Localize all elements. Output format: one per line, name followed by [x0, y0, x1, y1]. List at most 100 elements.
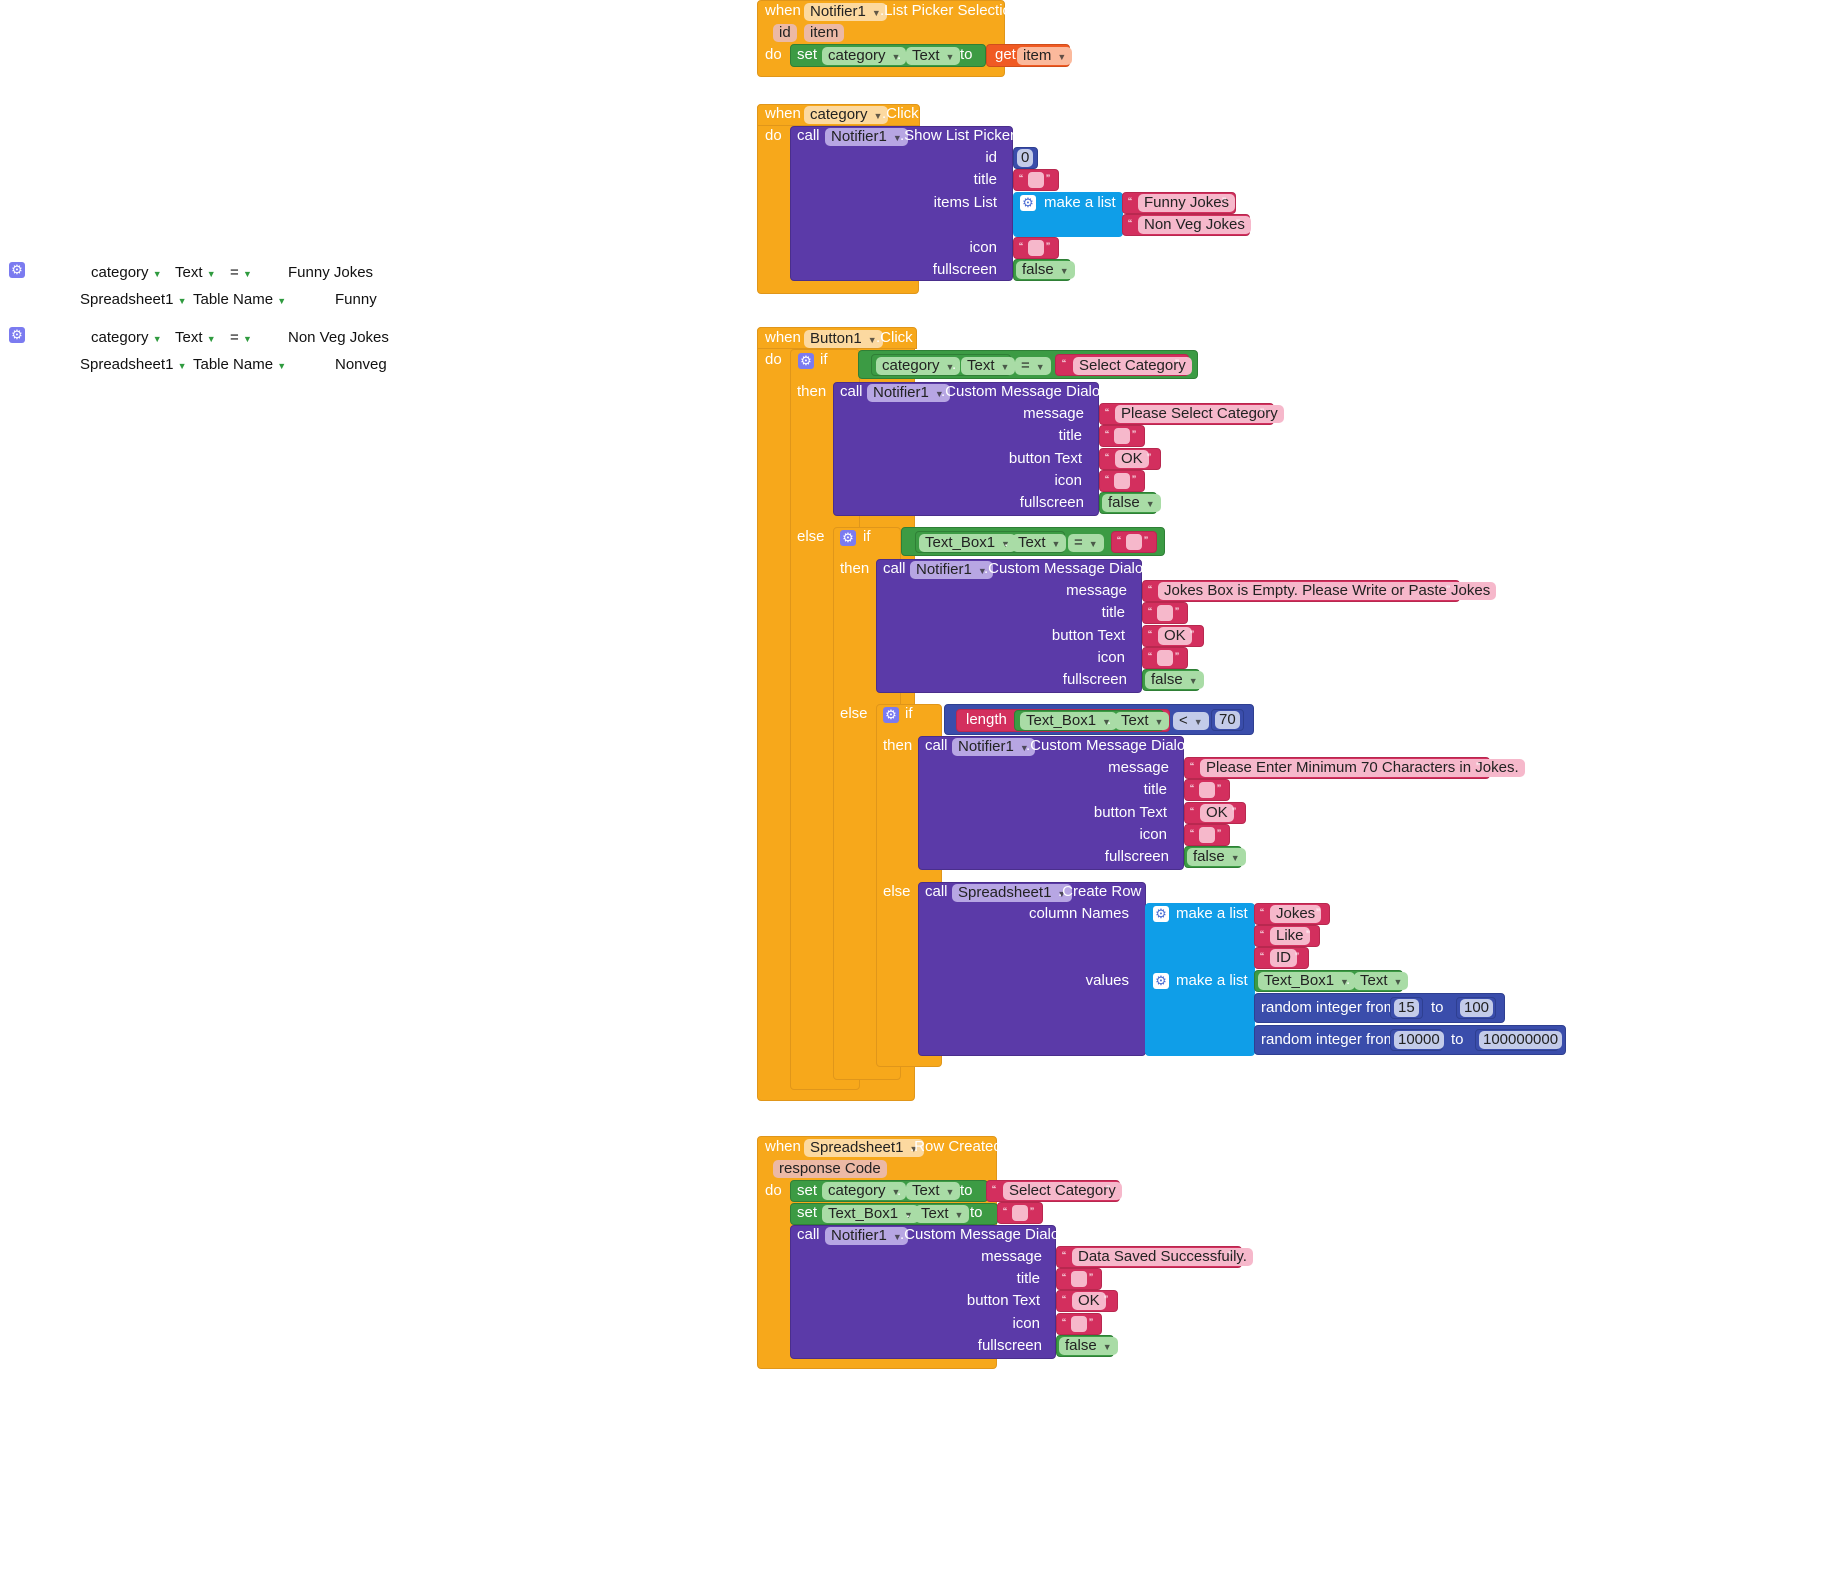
false-label: false	[1108, 494, 1140, 511]
eq-dropdown[interactable]: = ▼	[1068, 534, 1104, 552]
empty-string[interactable]	[1071, 1316, 1087, 1332]
left-eq[interactable]: = ▼	[230, 329, 252, 346]
gear-icon[interactable]: ⚙	[798, 353, 814, 369]
false-dropdown[interactable]: false ▼	[1059, 1337, 1118, 1355]
button-text-value[interactable]: OK	[1115, 450, 1149, 468]
left-table-name[interactable]: Table Name ▼	[193, 356, 287, 373]
quote-open: “	[1148, 605, 1152, 619]
gear-icon[interactable]: ⚙	[9, 262, 25, 278]
empty-string[interactable]	[1028, 172, 1044, 188]
column-2[interactable]: Like	[1270, 927, 1310, 945]
list-item-2[interactable]: Non Veg Jokes	[1138, 216, 1251, 234]
notifier-dropdown[interactable]: Notifier1 ▼	[952, 738, 1035, 756]
column-3[interactable]: ID	[1270, 949, 1297, 967]
do-label: do	[765, 46, 782, 63]
compare-value[interactable]: Select Category	[1073, 357, 1192, 375]
left-spreadsheet[interactable]: Spreadsheet1 ▼	[80, 291, 187, 308]
event-name: .List Picker Selection	[880, 2, 1020, 19]
gear-icon[interactable]: ⚙	[9, 327, 25, 343]
textbox-dropdown[interactable]: Text_Box1 ▼	[1020, 712, 1117, 730]
empty-string[interactable]	[1126, 534, 1142, 550]
notifier-dropdown[interactable]: Notifier1 ▼	[867, 384, 950, 402]
category-dropdown[interactable]: category ▼	[804, 106, 889, 124]
left-category[interactable]: category ▼	[91, 329, 162, 346]
param-response-code[interactable]: response Code	[773, 1160, 887, 1178]
column-1[interactable]: Jokes	[1270, 905, 1322, 923]
button-dropdown[interactable]: Button1 ▼	[804, 330, 883, 348]
gear-icon[interactable]: ⚙	[1153, 973, 1169, 989]
random1-to[interactable]: 100	[1460, 999, 1494, 1017]
text-prop-dropdown[interactable]: Text ▼	[961, 357, 1016, 375]
textbox-dropdown[interactable]: Text_Box1 ▼	[919, 534, 1016, 552]
empty-string[interactable]	[1114, 473, 1130, 489]
random1-from[interactable]: 15	[1394, 999, 1419, 1017]
empty-string[interactable]	[1199, 827, 1215, 843]
category-dropdown[interactable]: category ▼	[822, 47, 907, 65]
min-length-value[interactable]: 70	[1215, 711, 1240, 729]
call-block[interactable]	[918, 736, 1184, 870]
call-block[interactable]	[790, 126, 1013, 281]
empty-string[interactable]	[1012, 1205, 1028, 1221]
text-prop-dropdown[interactable]: Text ▼	[1115, 712, 1170, 730]
text-prop-dropdown[interactable]: Text ▼	[1354, 972, 1409, 990]
var-dropdown[interactable]: item ▼	[1017, 47, 1073, 65]
message-value[interactable]: Please Select Category	[1115, 405, 1284, 423]
textbox-dropdown[interactable]: Text_Box1 ▼	[1258, 972, 1355, 990]
false-dropdown[interactable]: false ▼	[1102, 494, 1161, 512]
quote-open: “	[1190, 827, 1194, 841]
lt-dropdown[interactable]: < ▼	[1173, 712, 1209, 730]
text-prop-dropdown[interactable]: Text ▼	[1012, 534, 1067, 552]
left-eq[interactable]: = ▼	[230, 264, 252, 281]
empty-string[interactable]	[1157, 605, 1173, 621]
message-value[interactable]: Please Enter Minimum 70 Characters in Jo…	[1200, 759, 1525, 777]
false-dropdown[interactable]: false ▼	[1016, 261, 1075, 279]
id-value[interactable]: 0	[1017, 149, 1034, 167]
list-item-1[interactable]: Funny Jokes	[1138, 194, 1236, 212]
call-block[interactable]	[790, 1225, 1056, 1359]
message-value[interactable]: Data Saved Successfully.	[1072, 1248, 1253, 1266]
empty-string[interactable]	[1071, 1271, 1087, 1287]
notifier-dropdown[interactable]: Notifier1 ▼	[804, 3, 887, 21]
empty-string[interactable]	[1114, 428, 1130, 444]
false-dropdown[interactable]: false ▼	[1187, 848, 1246, 866]
spreadsheet-dropdown[interactable]: Spreadsheet1 ▼	[804, 1139, 925, 1157]
gear-icon[interactable]: ⚙	[883, 707, 899, 723]
left-text-prop[interactable]: Text ▼	[175, 329, 216, 346]
notifier-dropdown[interactable]: Notifier1 ▼	[825, 128, 908, 146]
random2-to[interactable]: 100000000	[1479, 1031, 1563, 1049]
reset-value[interactable]: Select Category	[1003, 1182, 1122, 1200]
button-text-value[interactable]: OK	[1158, 627, 1192, 645]
left-spreadsheet[interactable]: Spreadsheet1 ▼	[80, 356, 187, 373]
left-text-prop[interactable]: Text ▼	[175, 264, 216, 281]
text-prop-dropdown[interactable]: Text ▼	[906, 1182, 961, 1200]
param-item[interactable]: item	[804, 24, 845, 42]
call-block[interactable]	[833, 382, 1099, 516]
param-id[interactable]: id	[773, 24, 797, 42]
empty-string[interactable]	[1157, 650, 1173, 666]
message-value[interactable]: Jokes Box is Empty. Please Write or Past…	[1158, 582, 1497, 600]
category-dropdown[interactable]: category ▼	[876, 357, 961, 375]
left-category[interactable]: category ▼	[91, 264, 162, 281]
gear-icon[interactable]: ⚙	[1153, 906, 1169, 922]
random2-from[interactable]: 10000	[1394, 1031, 1444, 1049]
textbox-dropdown[interactable]: Text_Box1 ▼	[822, 1205, 919, 1223]
gear-icon[interactable]: ⚙	[840, 530, 856, 546]
empty-string[interactable]	[1028, 240, 1044, 256]
call-block[interactable]	[876, 559, 1142, 693]
false-dropdown[interactable]: false ▼	[1145, 671, 1204, 689]
text-prop-dropdown[interactable]: Text ▼	[915, 1205, 970, 1223]
make-a-list-label: make a list	[1176, 972, 1248, 989]
eq-dropdown[interactable]: = ▼	[1015, 357, 1051, 375]
left-table-name[interactable]: Table Name ▼	[193, 291, 287, 308]
call-block[interactable]	[918, 882, 1146, 1056]
empty-string[interactable]	[1199, 782, 1215, 798]
notifier-dropdown[interactable]: Notifier1 ▼	[825, 1227, 908, 1245]
param-title: title	[1016, 1270, 1040, 1287]
gear-icon[interactable]: ⚙	[1020, 195, 1036, 211]
category-dropdown[interactable]: category ▼	[822, 1182, 907, 1200]
button-text-value[interactable]: OK	[1200, 804, 1234, 822]
spreadsheet-dropdown[interactable]: Spreadsheet1 ▼	[952, 884, 1073, 902]
button-text-value[interactable]: OK	[1072, 1292, 1106, 1310]
notifier-dropdown[interactable]: Notifier1 ▼	[910, 561, 993, 579]
text-prop-dropdown[interactable]: Text ▼	[906, 47, 961, 65]
